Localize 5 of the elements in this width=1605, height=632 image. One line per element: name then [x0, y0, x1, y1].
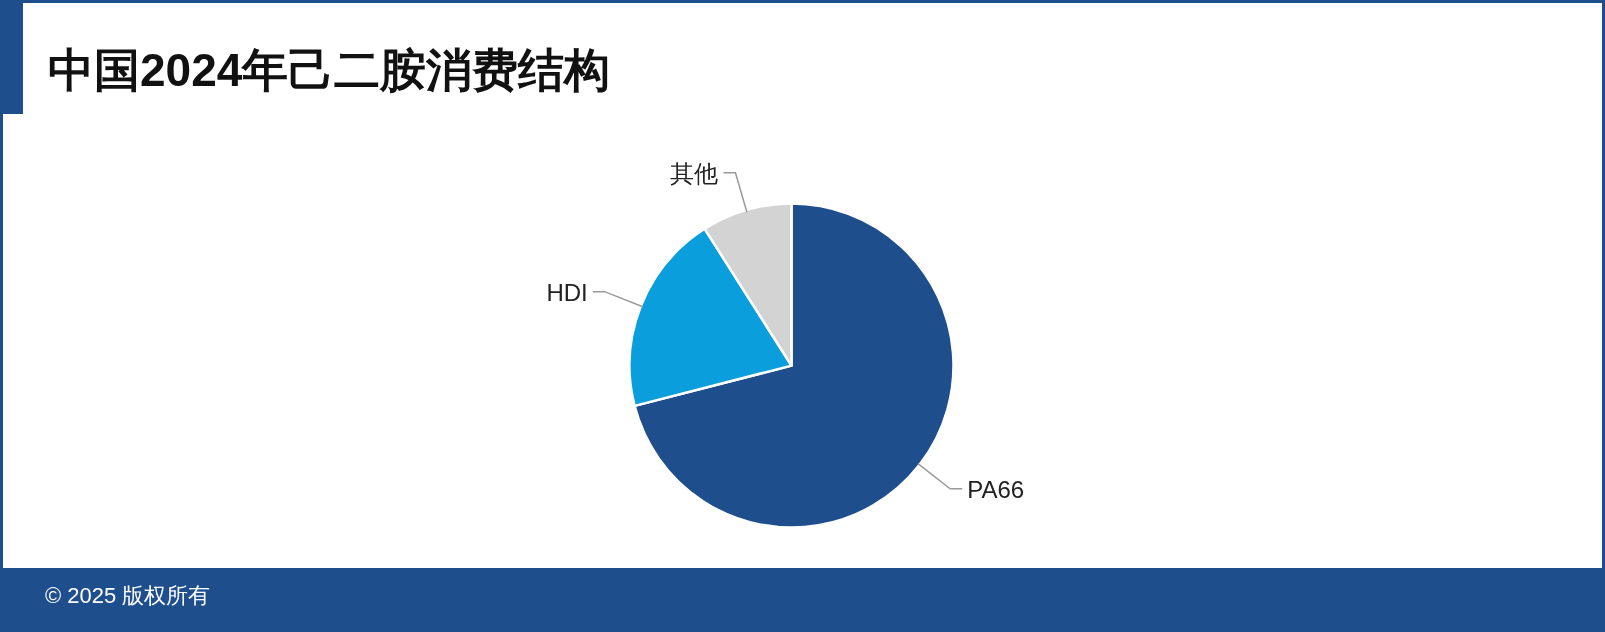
chart-title: 中国2024年己二胺消费结构	[48, 44, 611, 96]
slice-label: PA66	[967, 475, 1025, 503]
slice-label: 其他	[670, 159, 719, 187]
text: © 2025 版权所有	[45, 583, 211, 608]
slice-label: HDI	[546, 278, 588, 306]
